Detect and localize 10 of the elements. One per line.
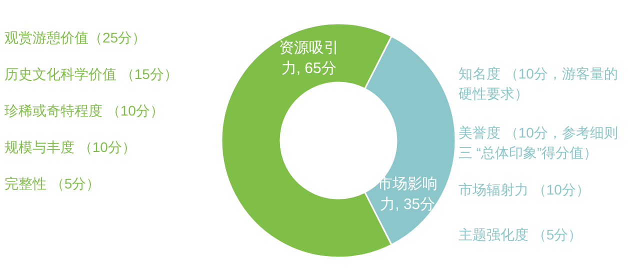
text: 珍稀或奇特程度 （10分） <box>4 102 164 118</box>
text: 完整性 （5分） <box>4 176 100 192</box>
text: 市场辐射力 （10分） <box>458 182 590 198</box>
slice-label: 资源吸引力, 65分 <box>278 39 339 77</box>
text: 美誉度 （10分，参考细则三 “总体印象”得分值） <box>458 124 618 160</box>
text: 历史文化科学价值 （15分） <box>4 66 178 82</box>
text: 主题强化度 （5分） <box>458 226 582 242</box>
text: 规模与丰度 （10分） <box>4 139 136 155</box>
text: 知名度 （10分，游客量的硬性要求） <box>458 66 618 102</box>
text: 观赏游憩价值（25分） <box>4 30 146 46</box>
